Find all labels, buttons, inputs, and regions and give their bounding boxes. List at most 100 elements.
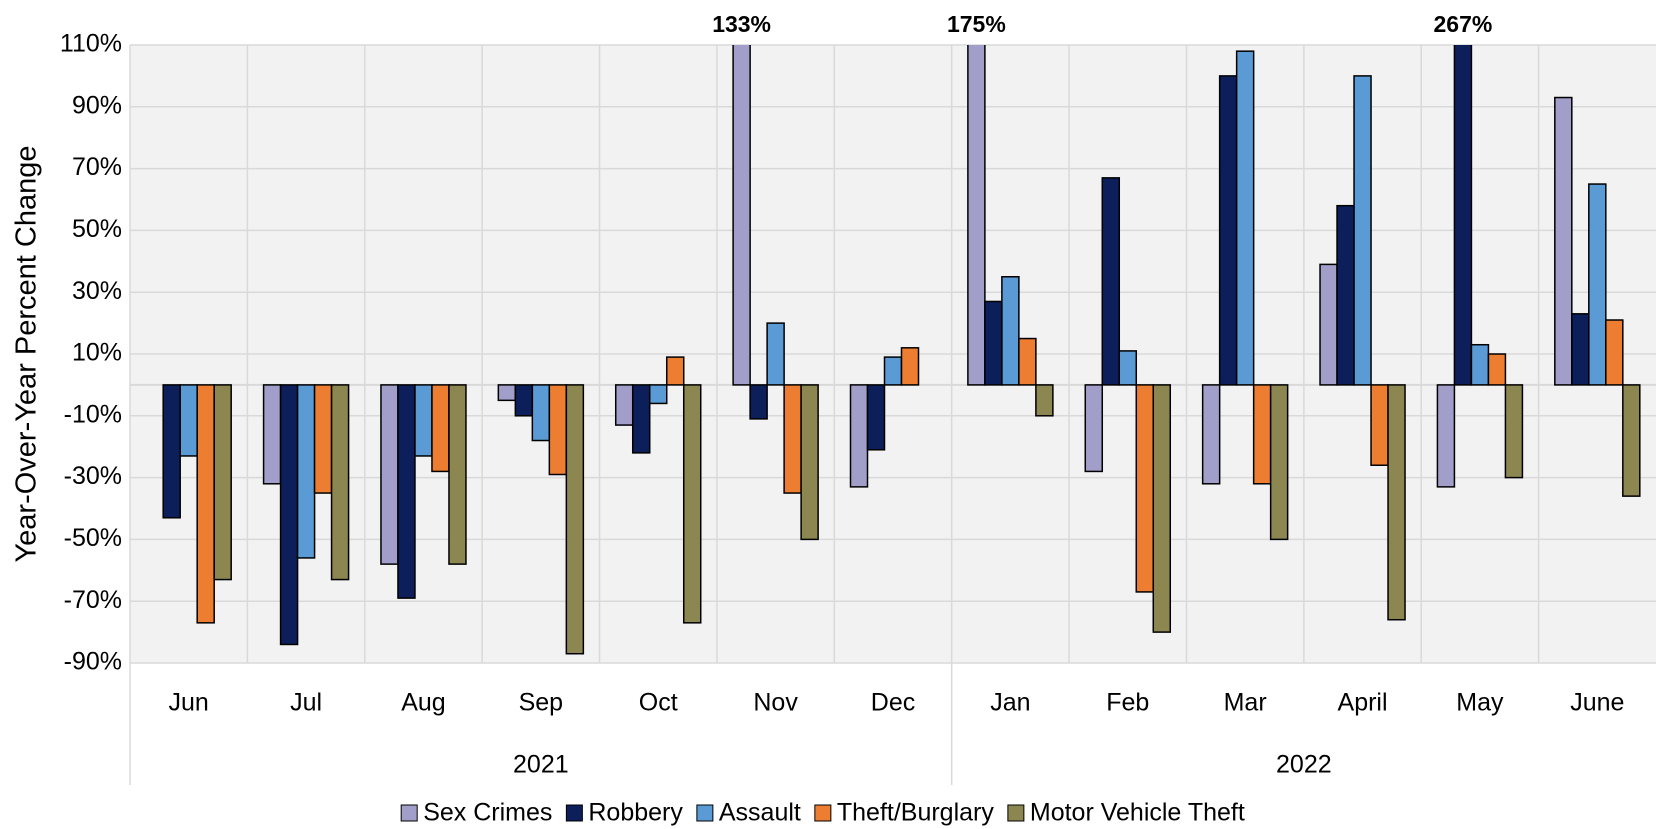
y-tick-label: -70%: [64, 586, 122, 614]
x-tick-label: Jan: [990, 689, 1030, 717]
legend-label: Theft/Burglary: [837, 799, 995, 827]
group-label: 2022: [1276, 751, 1332, 779]
bar: [883, 356, 903, 386]
group-label: 2021: [513, 751, 569, 779]
bar: [1353, 75, 1372, 386]
bar: [967, 45, 986, 386]
x-tick-label: Mar: [1224, 689, 1267, 717]
bar: [749, 384, 768, 420]
value-label: 133%: [712, 11, 771, 37]
bar: [1218, 75, 1238, 386]
legend-swatch: [565, 804, 583, 822]
bar: [431, 384, 450, 473]
bar: [179, 384, 198, 457]
y-axis-title: Year-Over-Year Percent Change: [11, 146, 43, 563]
bar: [1554, 96, 1573, 386]
x-tick-label: May: [1456, 689, 1504, 717]
value-label: 267%: [1434, 11, 1493, 37]
legend-label: Robbery: [588, 799, 683, 827]
x-tick-label: Dec: [871, 689, 915, 717]
x-tick-label: Jun: [169, 689, 209, 717]
y-tick-label: 10%: [72, 339, 122, 367]
bar: [682, 384, 702, 624]
legend-label: Sex Crimes: [423, 799, 552, 827]
bar: [1018, 337, 1037, 386]
bar: [631, 384, 651, 454]
bar: [1118, 350, 1138, 386]
bar: [1387, 384, 1406, 621]
bar: [1152, 384, 1172, 633]
legend-swatch: [696, 804, 714, 822]
bar: [766, 322, 785, 386]
bar: [1470, 343, 1490, 386]
bar: [866, 384, 886, 451]
y-tick-label: -10%: [64, 400, 122, 428]
bar: [1504, 384, 1524, 479]
x-tick-label: Jul: [290, 689, 322, 717]
bar: [448, 384, 467, 565]
bar: [196, 384, 215, 624]
bar: [1035, 384, 1054, 417]
x-tick-label: June: [1570, 689, 1624, 717]
bar: [1235, 50, 1255, 386]
bar: [1588, 183, 1607, 386]
bar: [614, 384, 634, 426]
y-tick-label: 70%: [72, 153, 122, 181]
bar: [296, 384, 316, 559]
x-tick-label: Aug: [401, 689, 445, 717]
bar: [1135, 384, 1155, 593]
bar: [531, 384, 551, 442]
bar: [1622, 384, 1641, 497]
y-tick-label: -90%: [64, 648, 122, 676]
bar: [414, 384, 433, 457]
bar: [1201, 384, 1221, 485]
bars: [162, 45, 1641, 655]
bar: [849, 384, 869, 488]
y-tick-label: 90%: [72, 91, 122, 119]
x-tick-label: Feb: [1106, 689, 1149, 717]
bar: [783, 384, 802, 494]
y-tick-label: -50%: [64, 524, 122, 552]
y-tick-label: 110%: [60, 30, 122, 58]
y-tick-label: -30%: [64, 462, 122, 490]
bar: [1101, 177, 1121, 386]
x-tick-label: April: [1338, 689, 1388, 717]
bar: [548, 384, 568, 476]
bar: [397, 384, 416, 599]
value-label: 175%: [947, 11, 1006, 37]
y-tick-label: 30%: [72, 277, 122, 305]
bar: [565, 384, 585, 655]
bar: [497, 384, 517, 402]
bar: [1001, 276, 1020, 386]
bar: [1436, 384, 1456, 488]
x-tick-label: Nov: [753, 689, 798, 717]
x-tick-label: Oct: [639, 689, 678, 717]
bar: [1487, 353, 1507, 386]
legend-swatch: [1007, 804, 1025, 822]
bar: [1336, 204, 1355, 386]
bar: [330, 384, 350, 581]
bar: [1370, 384, 1389, 466]
legend-swatch: [400, 804, 418, 822]
bar: [665, 356, 685, 386]
legend-swatch: [814, 804, 832, 822]
x-tick-label: Sep: [519, 689, 563, 717]
bar: [279, 384, 299, 646]
bar: [648, 384, 668, 405]
bar: [262, 384, 282, 485]
bar: [800, 384, 819, 541]
legend: Sex Crimes Robbery Assault Theft/Burglary Mo…: [400, 799, 1245, 827]
legend-label: Motor Vehicle Theft: [1030, 799, 1245, 827]
bar: [1084, 384, 1104, 473]
bar: [1252, 384, 1272, 485]
bar: [984, 300, 1003, 386]
y-tick-label: 50%: [72, 215, 122, 243]
bar: [380, 384, 399, 565]
bar: [732, 45, 751, 386]
bar: [1453, 45, 1473, 386]
bar: [1269, 384, 1289, 541]
bar: [313, 384, 333, 494]
bar: [514, 384, 534, 417]
bar: [1605, 319, 1624, 386]
